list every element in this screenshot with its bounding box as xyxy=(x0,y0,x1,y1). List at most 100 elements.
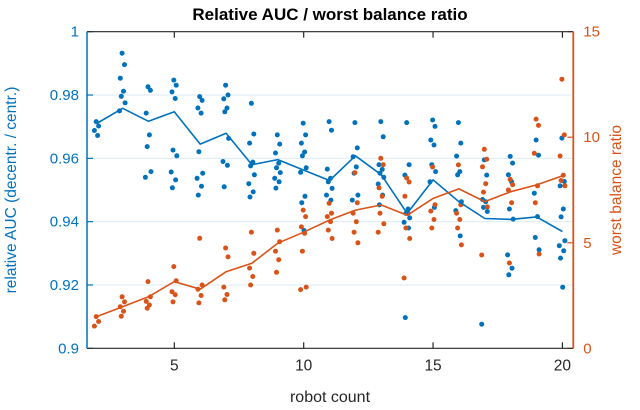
scatter-point xyxy=(143,110,149,116)
scatter-point xyxy=(509,265,515,271)
scatter-point xyxy=(480,164,485,170)
scatter-point xyxy=(144,144,150,150)
scatter-point xyxy=(118,313,124,319)
x-tick-label: 15 xyxy=(424,357,441,374)
scatter-point xyxy=(353,219,359,225)
scatter-point xyxy=(117,75,123,81)
scatter-point xyxy=(481,146,487,152)
scatter-point xyxy=(246,181,252,187)
scatter-point xyxy=(195,105,201,111)
scatter-point xyxy=(378,119,384,125)
scatter-point xyxy=(406,179,412,185)
scatter-point xyxy=(404,175,410,181)
scatter-point xyxy=(273,185,279,191)
scatter-point xyxy=(510,160,516,166)
scatter-point xyxy=(404,120,410,126)
scatter-point xyxy=(506,260,512,266)
scatter-point xyxy=(298,224,304,230)
scatter-point xyxy=(298,169,304,175)
scatter-point xyxy=(560,206,566,212)
scatter-point xyxy=(251,250,257,256)
scatter-point xyxy=(431,142,437,148)
scatter-point xyxy=(277,141,283,147)
scatter-point xyxy=(146,132,152,138)
y-right-axis-label: worst balance ratio xyxy=(608,125,625,256)
scatter-point xyxy=(169,289,175,295)
scatter-point xyxy=(350,154,356,160)
scatter-point xyxy=(222,109,228,115)
scatter-point xyxy=(142,174,148,180)
x-tick-label: 5 xyxy=(170,357,179,374)
scatter-point xyxy=(91,128,97,133)
scatter-point xyxy=(276,160,282,166)
y-left-tick-label: 1 xyxy=(71,24,79,41)
scatter-point xyxy=(352,120,358,126)
scatter-point xyxy=(326,119,332,125)
scatter-point xyxy=(354,145,360,151)
scatter-point xyxy=(506,272,512,278)
scatter-point xyxy=(533,116,539,122)
scatter-point xyxy=(428,208,434,214)
scatter-point xyxy=(223,82,229,88)
scatter-point xyxy=(122,100,128,106)
scatter-point xyxy=(144,305,150,311)
scatter-point xyxy=(484,172,490,178)
y-right-tick-label: 0 xyxy=(583,340,591,357)
y-right-tick-label: 10 xyxy=(583,129,600,146)
scatter-point xyxy=(222,297,228,303)
scatter-point xyxy=(303,165,309,171)
scatter-point xyxy=(250,189,256,195)
scatter-point xyxy=(276,179,282,185)
scatter-point xyxy=(457,233,463,239)
scatter-point xyxy=(300,207,306,213)
scatter-point xyxy=(562,238,568,244)
worst-balance-scatter-points xyxy=(91,76,568,329)
scatter-point xyxy=(121,308,126,314)
scatter-point xyxy=(220,159,226,164)
x-tick-label: 20 xyxy=(554,357,572,374)
scatter-point xyxy=(430,117,436,123)
scatter-point xyxy=(455,172,461,178)
scatter-point xyxy=(197,94,203,100)
scatter-point xyxy=(299,248,305,254)
scatter-point xyxy=(174,153,180,159)
scatter-point xyxy=(172,96,178,101)
scatter-point xyxy=(507,153,513,159)
scatter-point xyxy=(221,96,227,102)
y-left-tick-label: 0.96 xyxy=(50,150,79,167)
worst-balance-mean-line xyxy=(96,175,563,318)
scatter-point xyxy=(225,92,231,98)
scatter-point xyxy=(559,76,565,82)
scatter-point xyxy=(401,275,407,281)
scatter-point xyxy=(454,210,460,216)
scatter-point xyxy=(354,200,360,206)
scatter-point xyxy=(505,252,511,258)
scatter-point xyxy=(298,287,304,293)
scatter-point xyxy=(457,217,463,222)
scatter-point xyxy=(561,248,567,254)
scatter-point xyxy=(199,183,204,189)
scatter-point xyxy=(148,169,154,175)
scatter-point xyxy=(324,214,330,220)
scatter-point xyxy=(479,321,485,327)
scatter-point xyxy=(119,294,125,300)
scatter-point xyxy=(402,193,408,199)
scatter-point xyxy=(531,190,537,196)
scatter-point xyxy=(483,181,489,187)
scatter-point xyxy=(172,292,178,298)
scatter-point xyxy=(378,155,384,161)
axes xyxy=(86,31,575,349)
scatter-point xyxy=(375,181,381,187)
scatter-point xyxy=(93,314,99,320)
scatter-point xyxy=(248,282,254,288)
y-left-tick-label: 0.9 xyxy=(58,340,79,357)
scatter-point xyxy=(351,229,357,235)
scatter-point xyxy=(380,134,386,140)
scatter-point xyxy=(458,140,464,146)
gridlines xyxy=(87,94,574,286)
scatter-point xyxy=(303,214,309,220)
scatter-point xyxy=(432,123,438,129)
scatter-point xyxy=(169,185,175,191)
scatter-point xyxy=(122,62,127,68)
